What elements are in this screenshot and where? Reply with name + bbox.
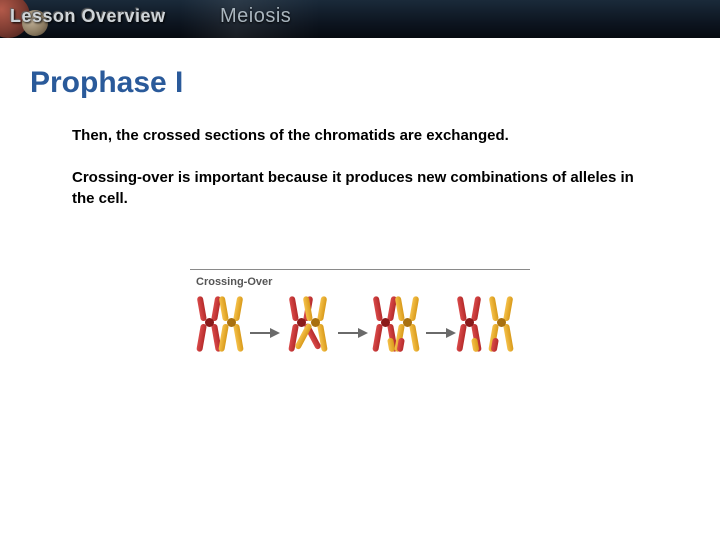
diagram-stage-2 [286,296,330,357]
section-title: Prophase I [30,66,680,100]
diagram-arrow-3 [426,326,456,338]
diagram-container: Crossing-Over [40,269,680,379]
paragraph-2: Crossing-over is important because it pr… [40,168,680,209]
crossing-over-diagram: Crossing-Over [190,269,530,379]
lesson-overview-label: Lesson Overview [10,6,166,27]
diagram-title: Crossing-Over [196,276,272,288]
diagram-stage-3 [374,296,418,357]
diagram-arrow-2 [338,326,368,338]
slide-content: Prophase I Then, the crossed sections of… [0,38,720,379]
header-bar: Lesson Overview Meiosis [0,0,720,38]
diagram-arrow-1 [250,326,280,338]
paragraph-1: Then, the crossed sections of the chroma… [40,126,680,146]
topic-label: Meiosis [220,5,291,28]
diagram-stage-4 [458,296,512,357]
diagram-stage-1 [198,296,242,357]
